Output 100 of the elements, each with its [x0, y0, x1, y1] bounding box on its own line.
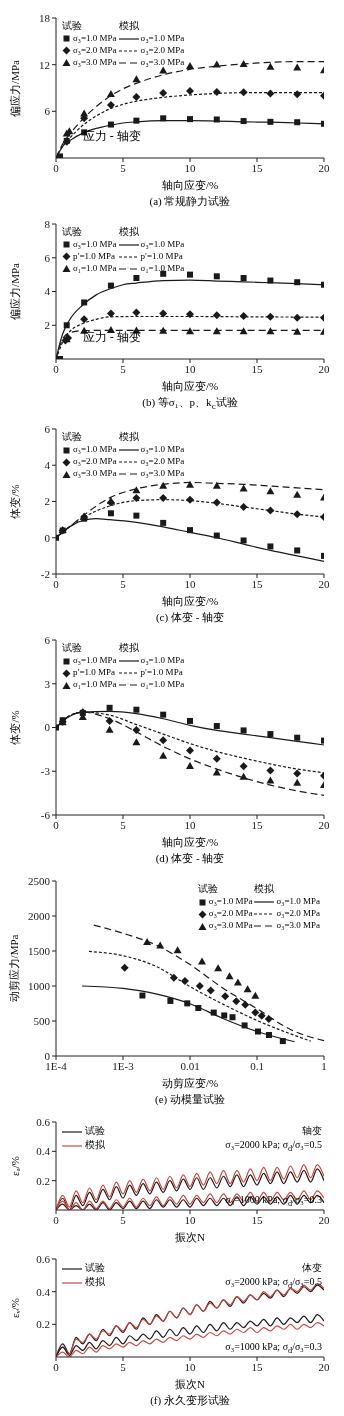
text: (b) 等σ₁、p、k$_{c}$试验	[142, 396, 238, 412]
legend-label: 模拟	[84, 1139, 105, 1151]
x-tick-label: 0	[53, 161, 60, 174]
text: (d) 体变 - 轴变	[155, 852, 225, 865]
legend-label: σ₃=2.0 MPa	[140, 45, 185, 55]
y-tick-label: 8	[44, 217, 51, 230]
x-tick-label: 5	[120, 1214, 127, 1226]
x-tick-label: 0	[53, 578, 60, 590]
legend-label: σ₁=1.0 MPa	[73, 679, 117, 690]
y-tick-label: 4	[44, 285, 51, 298]
x-tick-label: 5	[120, 1361, 127, 1373]
legend-label: σ₃=1.0 MPa	[140, 444, 185, 455]
y-tick-label: 6	[44, 634, 51, 647]
y-tick-label: 0.2	[36, 1318, 50, 1331]
annotation: 试验	[197, 883, 218, 895]
legend-label: σ₃=1.0 MPa	[208, 896, 253, 907]
y-tick-label: 4	[44, 459, 51, 472]
y-axis-title: 体变/%	[8, 710, 21, 745]
legend-label: 试验	[84, 1262, 105, 1274]
annotation: 应力 - 轴变	[82, 330, 141, 344]
legend-label: σ₃=2.0 MPa	[73, 45, 117, 55]
x-tick-label: 15	[251, 578, 263, 590]
x-axis-title: 振次N	[175, 1378, 205, 1391]
x-tick-label: 20	[318, 161, 330, 174]
annotation: 轴变	[302, 1125, 322, 1137]
legend-label: σ₁=1.0 MPa	[140, 679, 185, 690]
y-tick-label: 0.4	[36, 1285, 51, 1298]
y-tick-label: 2000	[28, 910, 51, 923]
annotation: 体变	[302, 1262, 322, 1274]
x-tick-label: 15	[251, 161, 263, 174]
x-tick-label: 10	[184, 1214, 196, 1226]
x-tick-label: 10	[184, 161, 196, 174]
x-tick-label: 5	[120, 362, 127, 375]
x-tick-label: 20	[318, 819, 330, 831]
legend-label: σ₃=1.0 MPa	[73, 33, 117, 43]
annotation: 应力 - 轴变	[82, 129, 141, 143]
legend-label: σ₃=1.0 MPa	[276, 896, 320, 907]
legend-label: σ₃=2.0 MPa	[73, 456, 117, 467]
y-axis-title: εₐ/%	[9, 1156, 22, 1177]
legend-label: σ₃=3.0 MPa	[73, 57, 117, 67]
legend-label: σ₃=1.0 MPa	[73, 444, 117, 455]
y-axis-title: 偏应力/MPa	[8, 263, 21, 320]
legend-label: σ₃=2.0 MPa	[140, 456, 185, 467]
x-axis-title: 轴向应变/%	[161, 595, 219, 608]
x-axis-title: 动剪应变/%	[161, 1077, 219, 1090]
text: (c) 体变 - 轴变	[155, 611, 225, 624]
y-tick-label: 0	[44, 531, 51, 544]
legend-label: σ₃=3.0 MPa	[276, 920, 320, 931]
x-tick-label: 15	[251, 1361, 263, 1373]
x-tick-label: 10	[184, 362, 196, 375]
y-tick-label: 500	[33, 1015, 51, 1028]
legend-label: p′=1.0 MPa	[73, 667, 116, 678]
text: (a) 常规静力试验	[149, 195, 231, 207]
y-axis-title: 动剪应力/MPa	[8, 934, 21, 1003]
y-tick-label: 0.6	[36, 1253, 51, 1266]
y-tick-label: 1000	[28, 980, 51, 993]
x-tick-label: 20	[318, 362, 330, 375]
legend-label: σ₃=2.0 MPa	[208, 908, 253, 919]
x-tick-label: 1E-4	[45, 1060, 68, 1072]
y-axis-title: 体变/%	[8, 484, 21, 519]
x-axis-title: 轴向应变/%	[161, 179, 219, 191]
x-tick-label: 0	[53, 1361, 60, 1373]
annotation: σ₃=2000 kPa; σ$_{d}$/σ₃=0.5	[225, 1139, 322, 1154]
x-tick-label: 20	[318, 1214, 330, 1226]
legend-label: 试验	[84, 1125, 105, 1137]
x-axis-title: 轴向应变/%	[161, 380, 219, 392]
y-axis-title: 偏应力/MPa	[8, 59, 21, 117]
text: (f) 永久变形试验	[150, 1394, 230, 1407]
y-tick-label: -2	[40, 568, 50, 581]
legend-label: p′=1.0 MPa	[140, 667, 183, 678]
annotation: 试验	[62, 226, 82, 237]
x-tick-label: 5	[120, 819, 127, 831]
legend-label: 模拟	[84, 1276, 105, 1288]
y-tick-label: -3	[40, 765, 51, 778]
x-axis-title: 轴向应变/%	[161, 836, 219, 849]
annotation: 模拟	[118, 226, 139, 237]
x-tick-label: 0.1	[250, 1060, 264, 1072]
legend-label: σ₃=3.0 MPa	[140, 468, 185, 479]
legend-label: σ₃=3.0 MPa	[73, 468, 117, 479]
x-tick-label: 10	[184, 819, 196, 831]
legend-label: σ₃=3.0 MPa	[140, 57, 185, 67]
annotation: 试验	[62, 642, 82, 654]
y-axis-title: εᵥ/%	[9, 1298, 22, 1319]
y-tick-label: 6	[44, 423, 51, 436]
y-tick-label: 2500	[28, 875, 51, 888]
legend-label: σ₃=3.0 MPa	[208, 920, 253, 931]
y-tick-label: -6	[40, 809, 51, 822]
y-tick-label: 0	[44, 721, 51, 734]
x-tick-label: 10	[184, 578, 196, 590]
y-tick-label: 2	[44, 495, 50, 508]
annotation: 试验	[62, 431, 82, 443]
x-tick-label: 15	[251, 819, 263, 831]
annotation: 模拟	[118, 642, 139, 654]
y-tick-label: 18	[39, 11, 51, 24]
y-tick-label: 0.4	[36, 1145, 51, 1158]
x-tick-label: 1	[321, 1060, 327, 1072]
x-tick-label: 10	[184, 1361, 196, 1373]
y-tick-label: 2	[44, 319, 50, 332]
legend-label: p′=1.0 MPa	[73, 251, 116, 261]
legend-label: σ₃=1.0 MPa	[140, 239, 185, 249]
